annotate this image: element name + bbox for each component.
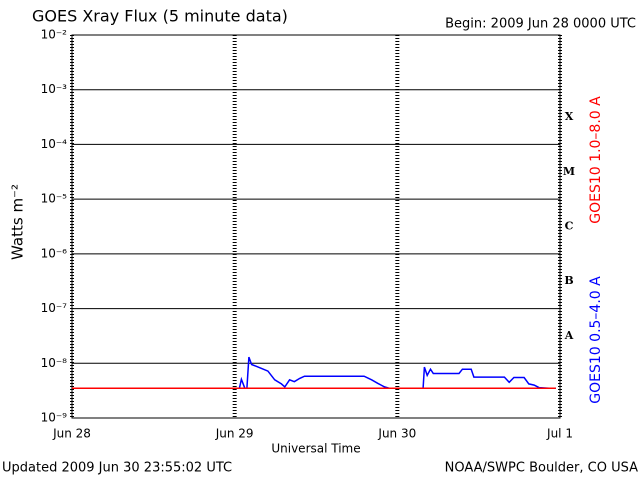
flare-class-label: C (565, 220, 574, 233)
y-tick-label: 10⁻⁹ (41, 411, 68, 425)
x-tick-label: Jul 1 (546, 427, 573, 441)
footer-left: Updated 2009 Jun 30 23:55:02 UTC (2, 461, 232, 476)
footer-right: NOAA/SWPC Boulder, CO USA (445, 461, 638, 476)
legend-label: GOES10 1.0–8.0 A (588, 96, 604, 224)
x-tick-label: Jun 29 (215, 427, 254, 441)
y-tick-label: 10⁻⁴ (41, 137, 68, 151)
y-tick-label: 10⁻² (41, 28, 68, 42)
y-tick-label: 10⁻³ (41, 82, 68, 96)
y-axis-label: Watts m⁻² (9, 184, 27, 260)
flare-class-label: B (564, 274, 573, 287)
flare-class-label: X (565, 110, 574, 123)
x-tick-label: Jun 28 (52, 427, 91, 441)
series-line (72, 356, 556, 389)
x-axis-label: Universal Time (271, 442, 360, 456)
legend-label: GOES10 0.5–4.0 A (588, 276, 604, 404)
y-tick-label: 10⁻⁷ (41, 301, 68, 315)
y-tick-label: 10⁻⁶ (41, 246, 68, 260)
x-tick-label: Jun 30 (377, 427, 416, 441)
y-tick-label: 10⁻⁸ (41, 356, 68, 370)
flare-class-label: A (564, 329, 574, 342)
chart-subtitle: Begin: 2009 Jun 28 0000 UTC (445, 17, 636, 32)
chart-title: GOES Xray Flux (5 minute data) (32, 7, 288, 26)
y-tick-label: 10⁻⁵ (41, 192, 68, 206)
flare-class-label: M (563, 165, 575, 178)
